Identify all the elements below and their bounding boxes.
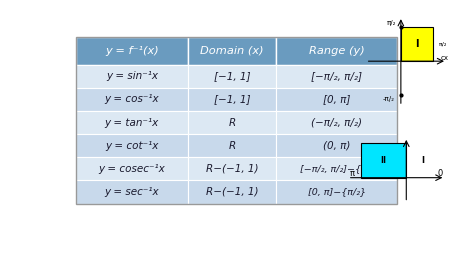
Text: y = sec⁻¹x: y = sec⁻¹x: [104, 187, 159, 197]
Text: [0, π]: [0, π]: [323, 94, 350, 105]
Text: R−(−1, 1): R−(−1, 1): [206, 187, 258, 197]
Text: I: I: [421, 156, 424, 165]
FancyBboxPatch shape: [76, 134, 188, 157]
Text: π/₂: π/₂: [439, 42, 447, 47]
FancyBboxPatch shape: [76, 111, 188, 134]
FancyBboxPatch shape: [276, 134, 397, 157]
Text: y = cot⁻¹x: y = cot⁻¹x: [105, 141, 158, 151]
Polygon shape: [401, 27, 433, 61]
FancyBboxPatch shape: [188, 65, 276, 88]
Text: R: R: [228, 141, 236, 151]
Text: 0: 0: [438, 169, 443, 178]
Text: (0, π): (0, π): [323, 141, 350, 151]
FancyBboxPatch shape: [188, 134, 276, 157]
Text: Domain (x): Domain (x): [200, 46, 264, 56]
Text: π: π: [350, 169, 355, 178]
FancyBboxPatch shape: [276, 88, 397, 111]
FancyBboxPatch shape: [188, 157, 276, 180]
Text: R: R: [228, 118, 236, 128]
Text: π/₂: π/₂: [387, 20, 396, 26]
Polygon shape: [361, 143, 406, 178]
FancyBboxPatch shape: [276, 65, 397, 88]
FancyBboxPatch shape: [276, 37, 397, 65]
Text: [0, π]−{π/₂}: [0, π]−{π/₂}: [308, 188, 365, 197]
FancyBboxPatch shape: [76, 180, 188, 203]
FancyBboxPatch shape: [188, 37, 276, 65]
Text: [−π/₂, π/₂]: [−π/₂, π/₂]: [311, 71, 362, 81]
Text: I: I: [415, 39, 419, 49]
FancyBboxPatch shape: [76, 37, 188, 65]
Text: y = cosec⁻¹x: y = cosec⁻¹x: [99, 164, 165, 174]
Text: -π/₂: -π/₂: [383, 96, 395, 102]
Text: [−1, 1]: [−1, 1]: [214, 94, 250, 105]
Text: y = sin⁻¹x: y = sin⁻¹x: [106, 71, 158, 81]
Text: R−(−1, 1): R−(−1, 1): [206, 164, 258, 174]
FancyBboxPatch shape: [188, 88, 276, 111]
FancyBboxPatch shape: [276, 111, 397, 134]
FancyBboxPatch shape: [188, 111, 276, 134]
Text: (−π/₂, π/₂): (−π/₂, π/₂): [311, 118, 362, 128]
FancyBboxPatch shape: [276, 157, 397, 180]
FancyBboxPatch shape: [76, 157, 188, 180]
FancyBboxPatch shape: [276, 180, 397, 203]
FancyBboxPatch shape: [188, 180, 276, 203]
Text: [−1, 1]: [−1, 1]: [214, 71, 250, 81]
Text: Range (y): Range (y): [309, 46, 365, 56]
Text: y = f⁻¹(x): y = f⁻¹(x): [105, 46, 159, 56]
Text: II: II: [381, 156, 386, 165]
FancyBboxPatch shape: [76, 65, 188, 88]
Text: cx: cx: [440, 55, 448, 61]
Text: y = cos⁻¹x: y = cos⁻¹x: [104, 94, 159, 105]
Text: [−π/₂, π/₂]−{0}: [−π/₂, π/₂]−{0}: [300, 164, 373, 173]
FancyBboxPatch shape: [76, 37, 397, 203]
FancyBboxPatch shape: [76, 88, 188, 111]
Text: y = tan⁻¹x: y = tan⁻¹x: [105, 118, 159, 128]
